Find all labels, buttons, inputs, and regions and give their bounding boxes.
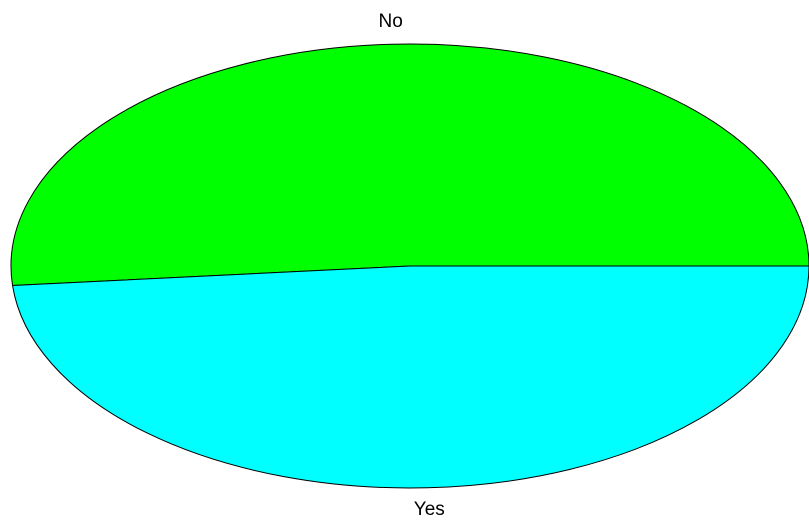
slice-label: Yes: [414, 499, 445, 520]
pie-slice: [10, 43, 809, 287]
slice-label: No: [379, 11, 403, 32]
pie-slice: [11, 265, 809, 489]
